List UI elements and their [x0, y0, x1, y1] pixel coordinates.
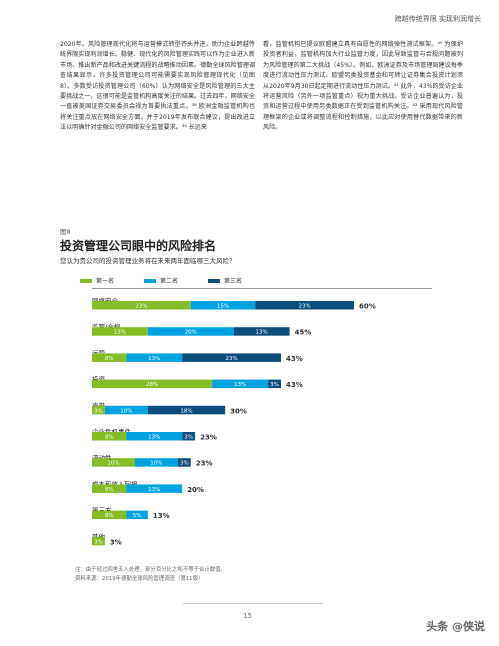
legend-item-first: 第一名 — [80, 276, 114, 285]
bar-data-label: 8% — [105, 435, 114, 441]
bar-segment — [92, 301, 191, 310]
bar-segment — [92, 536, 105, 546]
bar-total-label: 45% — [295, 329, 312, 337]
bar-segment — [126, 484, 183, 493]
bar-data-label: 10% — [150, 461, 162, 467]
bar-data-label: 13% — [256, 330, 268, 336]
category-label: 声誉 — [92, 401, 106, 410]
bar-segment — [233, 327, 290, 336]
figure-subtitle: 您认为贵公司的投资管理业务将在未来两年面临哪三大风险？ — [60, 257, 236, 265]
bar-data-label: 10% — [107, 461, 119, 467]
bar-data-label: 8% — [105, 513, 114, 519]
bar-data-label: 3% — [180, 461, 189, 467]
risk-ranking-chart: 网络安全23%15%23%60%监管/合规13%20%13%45%运营8%13%… — [92, 296, 376, 546]
bar-total-label: 3% — [110, 538, 122, 546]
bar-total-label: 13% — [153, 512, 170, 520]
note-rounding: 注：由于经过四舍五入处理，部分百分比之和不等于合计数值。 — [75, 567, 226, 573]
chart-top-rule — [92, 288, 432, 289]
bar-segment — [126, 432, 183, 441]
bar-total-label: 20% — [187, 486, 204, 494]
bar-segment — [92, 379, 213, 389]
bar-data-label: 3% — [270, 382, 279, 388]
body-text-right: 看，监管机构已提议欧盟建立具有自愿性的网络弹性测试框架。⁴⁰ 为保护投资者利益，… — [263, 41, 463, 132]
category-label: 流动性 — [92, 453, 112, 462]
legend-item-second: 第二名 — [144, 276, 178, 285]
bar-segment — [134, 458, 178, 467]
bar-data-label: 10% — [120, 408, 132, 414]
legend-label-first: 第一名 — [96, 278, 115, 285]
bar-data-label: 23% — [135, 304, 147, 310]
bar-total-label: 30% — [230, 407, 247, 415]
legend-swatch-third — [208, 278, 221, 283]
bar-segment — [212, 379, 269, 389]
category-label: 第三方 — [92, 506, 112, 515]
watermark-text: 头条 @侠说 — [426, 620, 485, 633]
bar-segment — [92, 405, 105, 415]
bar-data-label: 13% — [148, 487, 160, 493]
bar-data-label: 20% — [185, 330, 197, 336]
bar-data-label: 8% — [105, 356, 114, 362]
category-label: 成本和收入回报 — [92, 479, 138, 488]
bar-data-label: 13% — [148, 356, 160, 362]
legend-item-third: 第三名 — [208, 276, 242, 285]
running-header: 跨越传统界限 实现利润增长 — [394, 15, 481, 23]
bar-data-label: 3% — [94, 408, 103, 414]
chart-notes: 注：由于经过四舍五入处理，部分百分比之和不等于合计数值。 资料来源：2019年德… — [75, 566, 226, 584]
bar-total-label: 43% — [286, 381, 303, 389]
bar-segment — [182, 353, 281, 362]
bar-segment — [126, 510, 148, 520]
bar-total-label: 23% — [196, 460, 213, 468]
bar-segment — [177, 458, 191, 467]
bar-data-label: 5% — [133, 513, 142, 519]
legend-label-third: 第三名 — [224, 278, 243, 285]
category-label: 网络安全 — [92, 296, 119, 305]
note-source: 资料来源：2019年德勤全球风险管理调查（第11版） — [75, 576, 204, 582]
legend-label-second: 第二名 — [160, 278, 179, 285]
bar-segment — [104, 405, 148, 415]
chart-legend: 第一名 第二名 第三名 — [80, 276, 242, 285]
category-label: 运营 — [92, 348, 106, 357]
bar-data-label: 13% — [114, 330, 126, 336]
legend-swatch-first — [80, 278, 92, 283]
bar-segment — [92, 484, 127, 493]
bar-data-label: 3% — [94, 539, 103, 545]
bar-segment — [92, 353, 127, 362]
figure-title: 投资管理公司眼中的风险排名 — [60, 239, 217, 253]
bar-data-label: 23% — [298, 304, 310, 310]
bar-data-label: 23% — [225, 356, 237, 362]
footer-rule — [183, 603, 323, 604]
bar-data-label: 28% — [146, 382, 158, 388]
bar-segment — [268, 379, 281, 389]
bar-data-label: 13% — [148, 435, 160, 441]
bar-total-label: 43% — [286, 355, 303, 363]
bar-data-label: 13% — [234, 382, 246, 388]
bar-data-label: 15% — [217, 304, 229, 310]
body-text-left: 2020年。风险管理现代化将与运营模式转型齐头并进，助力企业跨越传统界限实现利润… — [60, 41, 255, 132]
bar-total-label: 23% — [200, 434, 217, 442]
bar-data-label: 18% — [180, 408, 192, 414]
bar-segment — [147, 405, 226, 415]
figure-number: 图8 — [60, 228, 71, 236]
category-label: 投资 — [92, 375, 106, 384]
bar-segment — [190, 301, 256, 310]
category-label: 监管/合规 — [92, 322, 121, 331]
bar-segment — [126, 353, 183, 362]
category-label: 其他 — [92, 532, 106, 541]
bar-segment — [147, 327, 234, 336]
bar-segment — [255, 301, 354, 310]
category-label: 企业危机事件 — [92, 427, 132, 436]
bar-segment — [182, 432, 196, 441]
bar-total-label: 60% — [359, 303, 376, 311]
bar-data-label: 3% — [184, 435, 193, 441]
legend-swatch-second — [144, 278, 157, 283]
page-number: 15 — [243, 612, 252, 620]
bar-segment — [92, 327, 148, 336]
bar-segment — [92, 432, 127, 441]
bar-segment — [92, 458, 135, 467]
bar-segment — [92, 510, 127, 520]
bar-data-label: 8% — [105, 487, 114, 493]
